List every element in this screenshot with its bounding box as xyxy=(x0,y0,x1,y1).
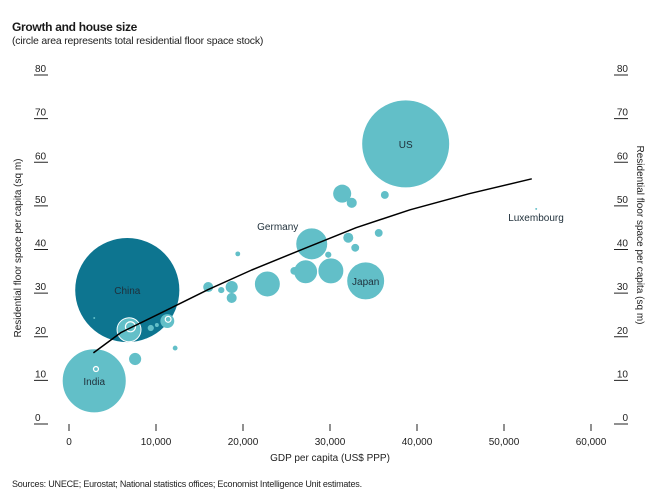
bubble-point xyxy=(218,286,225,294)
chart-subtitle: (circle area represents total residentia… xyxy=(12,35,264,47)
y-tick-label-right: 40 xyxy=(617,239,629,250)
bubble-point xyxy=(343,232,354,243)
trend-line-group xyxy=(92,178,532,354)
bubble-inner-ring xyxy=(164,315,172,323)
bubble-japan xyxy=(346,261,386,301)
bubble-point xyxy=(147,324,154,332)
bubble-india xyxy=(61,348,127,414)
bubble-point xyxy=(129,352,142,366)
bubble-point xyxy=(290,266,299,275)
x-tick-label: 60,000 xyxy=(576,437,607,448)
y-tick-label-left: 50 xyxy=(35,195,47,206)
x-tick-label: 40,000 xyxy=(402,437,433,448)
y-axis-right: 0 10 20 30 40 50 60 70 80 xyxy=(614,64,629,425)
bubble-point xyxy=(317,257,345,285)
y-tick-label-right: 70 xyxy=(617,108,629,119)
bubble-point xyxy=(380,191,389,199)
bubble-point xyxy=(226,292,237,303)
y-tick-label-left: 20 xyxy=(35,326,47,337)
x-axis: 0 10,000 20,000 30,000 40,000 50,000 60,000 xyxy=(66,424,607,448)
y-tick-label-left: 40 xyxy=(35,239,47,250)
bubble-point xyxy=(203,282,214,293)
trend-line xyxy=(92,178,532,354)
bubble-point xyxy=(235,251,241,257)
y-tick-label-right: 50 xyxy=(617,195,629,206)
bubble-label-luxembourg: Luxembourg xyxy=(508,213,564,224)
bubble-label-india: India xyxy=(83,377,105,388)
y-tick-label-right: 10 xyxy=(617,369,629,380)
bubble-us xyxy=(361,99,451,189)
y-tick-label-right: 30 xyxy=(617,282,629,293)
y-axis-title-right: Residential floor space per capita (sq m… xyxy=(634,146,645,325)
y-tick-label-left: 80 xyxy=(35,64,47,75)
source-note: Sources: UNECE; Eurostat; National stati… xyxy=(12,479,362,489)
x-tick-label: 30,000 xyxy=(315,437,346,448)
bubble-point xyxy=(346,197,357,208)
chart-title: Growth and house size xyxy=(12,20,138,34)
y-tick-label-right: 0 xyxy=(622,413,628,424)
bubble-label-germany: Germany xyxy=(257,222,298,233)
bubble-label-us: US xyxy=(399,140,413,151)
bubble-point xyxy=(351,243,360,252)
x-tick-label: 50,000 xyxy=(489,437,520,448)
bubble-point xyxy=(325,251,332,258)
bubble-luxembourg xyxy=(535,207,538,210)
y-tick-label-right: 80 xyxy=(617,64,629,75)
y-tick-label-left: 70 xyxy=(35,108,47,119)
bubble-point xyxy=(374,228,383,237)
y-tick-label-right: 20 xyxy=(617,326,629,337)
bubble-point xyxy=(225,280,238,294)
y-tick-label-left: 0 xyxy=(35,413,41,424)
y-tick-label-left: 30 xyxy=(35,282,47,293)
x-tick-label: 20,000 xyxy=(228,437,259,448)
bubble-point xyxy=(93,317,96,319)
x-tick-label: 0 xyxy=(66,437,72,448)
bubble-point xyxy=(92,365,100,373)
bubble-point xyxy=(333,184,352,203)
bubbles xyxy=(61,99,538,414)
bubble-germany xyxy=(295,227,329,261)
y-tick-label-left: 10 xyxy=(35,369,47,380)
y-tick-label-left: 60 xyxy=(35,151,47,162)
bubble-label-japan: Japan xyxy=(352,277,379,288)
bubble-point xyxy=(172,345,178,351)
x-axis-title: GDP per capita (US$ PPP) xyxy=(270,453,390,464)
y-tick-label-right: 60 xyxy=(617,151,629,162)
bubble-point xyxy=(154,323,159,327)
bubble-labels: China India US Japan Germany Luxembourg xyxy=(83,140,563,388)
bubble-inner-ring xyxy=(124,321,137,333)
y-axis-title-left: Residential floor space per capita (sq m… xyxy=(13,159,24,338)
bubble-point xyxy=(253,270,281,298)
y-axis-left: 0 10 20 30 40 50 60 70 80 xyxy=(34,64,48,425)
x-tick-label: 10,000 xyxy=(141,437,172,448)
bubble-label-china: China xyxy=(114,286,141,297)
